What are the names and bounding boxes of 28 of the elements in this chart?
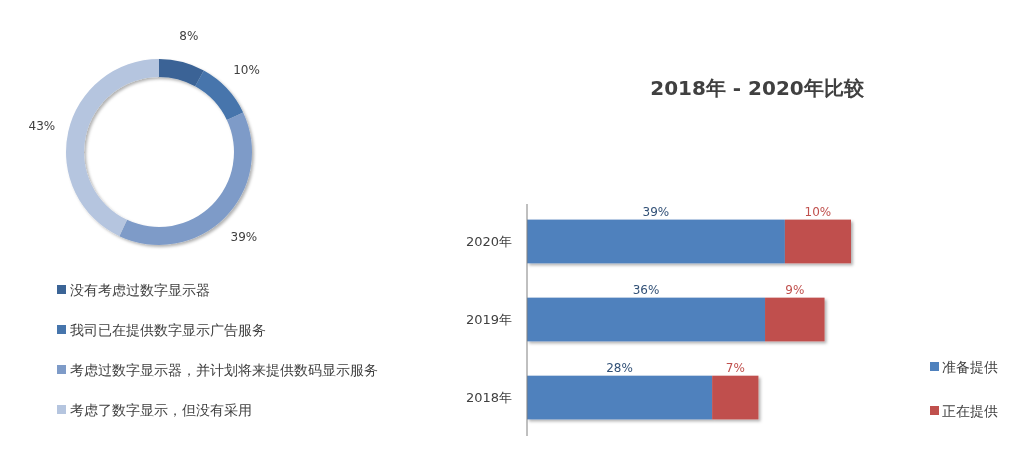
bar — [527, 375, 713, 420]
y-tick-label: 2018年 — [465, 390, 512, 406]
data-label: 36% — [632, 282, 660, 297]
bar — [784, 219, 851, 264]
donut-slice — [159, 59, 204, 87]
legend-label: 考虑了数字显示，但没有采用 — [70, 401, 252, 418]
data-label: 7% — [725, 360, 745, 375]
legend-label: 正在提供 — [942, 402, 998, 419]
bar — [527, 297, 766, 342]
data-label: 8% — [179, 28, 199, 43]
bar — [712, 375, 759, 420]
data-label: 10% — [804, 204, 832, 219]
y-tick-label: 2020年 — [465, 234, 512, 250]
y-tick-label: 2019年 — [465, 312, 512, 328]
donut-slice — [66, 59, 159, 237]
bar — [765, 297, 825, 342]
data-label: 39% — [230, 230, 258, 245]
legend-label: 考虑过数字显示器，并计划将来提供数码显示服务 — [70, 361, 378, 378]
legend-label: 我司已在提供数字显示广告服务 — [70, 321, 266, 338]
bar — [527, 219, 785, 264]
data-label: 9% — [785, 282, 805, 297]
legend-label: 准备提供 — [942, 358, 998, 375]
chart-title: 2018年 - 2020年比较 — [650, 76, 865, 100]
data-label: 10% — [233, 63, 260, 78]
data-label: 39% — [642, 204, 670, 219]
data-label: 28% — [606, 360, 633, 375]
data-label: 43% — [28, 119, 56, 134]
legend-label: 没有考虑过数字显示器 — [70, 281, 210, 298]
